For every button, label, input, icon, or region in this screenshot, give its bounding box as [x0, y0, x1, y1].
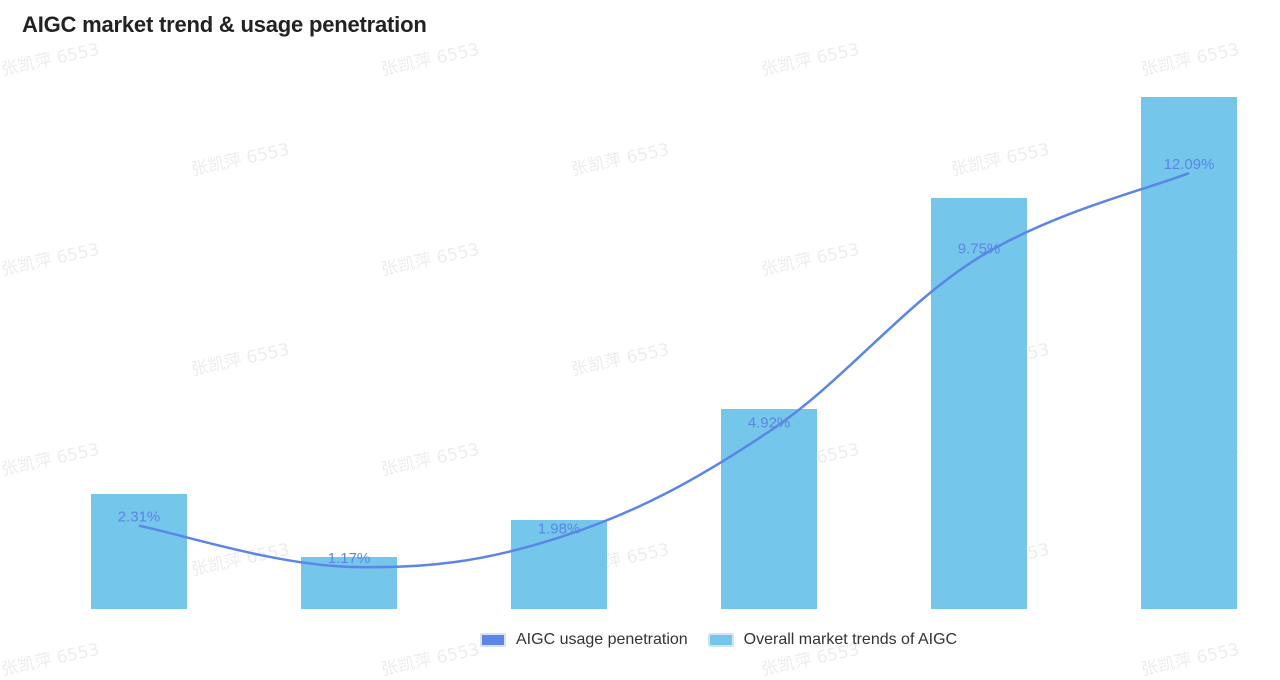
watermark-text: 张凯萍 6553: [379, 639, 482, 680]
data-label: 9.75%: [958, 240, 1001, 257]
legend-swatch-bar: [707, 633, 734, 647]
data-label: 12.09%: [1164, 156, 1215, 173]
data-label: 4.92%: [748, 415, 791, 432]
legend-label: Overall market trends of AIGC: [743, 631, 958, 648]
data-label: 2.31%: [118, 509, 161, 526]
watermark-text: 张凯萍 6553: [1139, 639, 1242, 680]
watermark-text: 张凯萍 6553: [0, 639, 102, 680]
chart-bar: [1141, 97, 1237, 609]
chart-bar: [511, 520, 607, 609]
legend-swatch-line: [480, 633, 506, 647]
chart-title: AIGC market trend & usage penetration: [22, 12, 427, 37]
chart-legend: AIGC usage penetration Overall market tr…: [480, 628, 977, 652]
chart-bar: [931, 198, 1027, 609]
legend-item-penetration[interactable]: AIGC usage penetration: [480, 631, 688, 649]
legend-item-market[interactable]: Overall market trends of AIGC: [707, 631, 958, 649]
chart-bar: [721, 409, 817, 609]
chart-bar: [91, 494, 187, 609]
data-label: 1.17%: [328, 550, 371, 567]
data-label: 1.98%: [538, 521, 581, 538]
legend-label: AIGC usage penetration: [516, 631, 688, 648]
chart-plot: 2.31% 1.17% 1.98% 4.92% 9.75% 12.09%: [91, 97, 1237, 609]
chart-line-penetration: [138, 171, 1190, 569]
